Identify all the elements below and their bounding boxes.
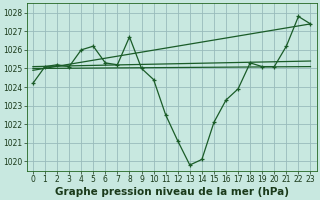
X-axis label: Graphe pression niveau de la mer (hPa): Graphe pression niveau de la mer (hPa)	[55, 187, 289, 197]
